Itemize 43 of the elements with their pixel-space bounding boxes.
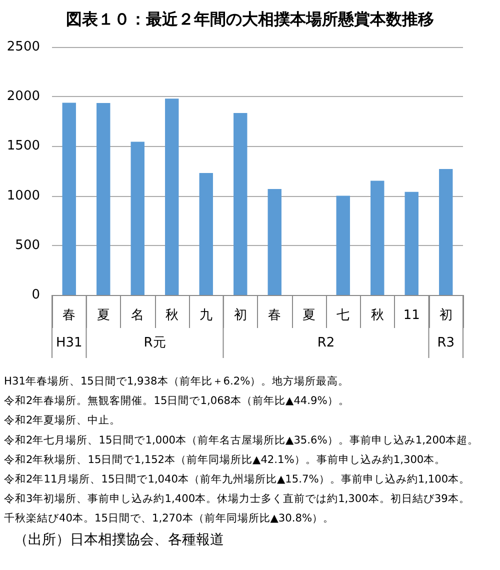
bar xyxy=(130,142,144,295)
y-tick-label: 2500 xyxy=(6,40,40,54)
text: R2 xyxy=(317,336,335,350)
bar xyxy=(439,169,453,295)
x-tick-label: 初 xyxy=(234,308,247,323)
text: （出所）日本相撲協会、各種報道 xyxy=(14,532,224,548)
bar xyxy=(404,192,418,295)
x-tick-label: 夏 xyxy=(302,308,316,323)
y-tick-label: 2000 xyxy=(6,89,40,104)
x-tick-label: 七 xyxy=(336,308,350,323)
text: 令和2年11月場所、15日間で1,040本（前年九州場所比▲15.7%）。事前申し込み約1,100本。 xyxy=(4,472,470,486)
x-tick-label: 九 xyxy=(200,308,213,323)
bar xyxy=(336,196,350,295)
x-tick-label: 春 xyxy=(62,308,76,323)
chart-title: 図表１０：最近２年間の大相撲本場所懸賞本数推移 xyxy=(66,10,434,28)
text: H31 xyxy=(56,336,82,350)
y-tick-label: 1500 xyxy=(6,138,40,154)
bar xyxy=(268,189,282,295)
x-tick-label: 初 xyxy=(439,308,452,323)
x-tick-label: 秋 xyxy=(165,308,178,323)
text: 令和3年初場所、事前申し込み約1,400本。休場力士多く直前では約1,300本。初日結び39本。 xyxy=(4,492,470,506)
bar xyxy=(234,112,248,295)
text: 千秋楽結び40本。15日間で、1,270本（前年同場所比▲30.8%）。 xyxy=(4,512,334,525)
text: R3 xyxy=(437,336,455,350)
text: R元 xyxy=(144,336,166,350)
bar xyxy=(165,98,179,295)
x-tick-label: 夏 xyxy=(96,308,110,323)
x-tick-label: 秋 xyxy=(370,308,384,323)
text: 令和2年夏場所、中止。 xyxy=(4,414,121,427)
bar xyxy=(96,103,110,295)
x-tick-label: 名 xyxy=(131,308,144,323)
bar xyxy=(199,172,213,295)
y-tick-label: 0 xyxy=(32,288,40,302)
text: H31年春場所、15日間で1,938本（前年比＋6.2%）。地方場所最高。 xyxy=(4,374,350,388)
text: 令和2年七月場所、15日間で1,000本（前年名古屋場所比▲35.6%）。事前申し込み1,200本超。 xyxy=(4,433,479,446)
y-tick-label: 1000 xyxy=(6,188,40,204)
bar xyxy=(370,180,384,295)
bar xyxy=(62,102,76,295)
x-tick-label: 春 xyxy=(268,308,282,323)
y-tick-label: 500 xyxy=(15,238,40,253)
x-tick-label: 11 xyxy=(403,308,420,323)
text: 令和2年秋場所、15日間で1,152本（前年同場所比▲42.1%）。事前申し込み約1,300本。 xyxy=(4,452,446,466)
text: 令和2年春場所。無観客開催。15日間で1,068本（前年比▲44.9%）。 xyxy=(4,394,350,408)
